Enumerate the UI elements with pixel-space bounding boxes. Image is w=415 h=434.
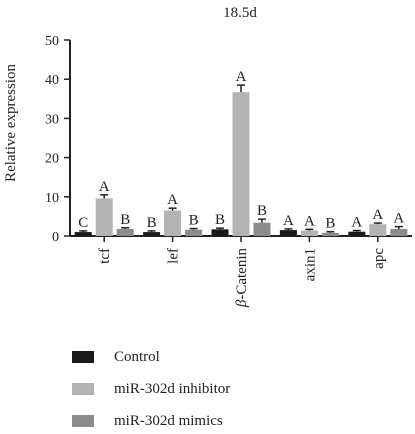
- legend-label-control: Control: [114, 349, 160, 365]
- bar: [348, 231, 366, 236]
- significance-label: B: [189, 213, 199, 229]
- bar: [369, 224, 387, 236]
- bar: [164, 210, 182, 236]
- chart-title: 18.5d: [223, 5, 257, 21]
- bar: [321, 232, 339, 236]
- significance-label: B: [147, 215, 157, 231]
- y-tick-label: 40: [45, 73, 59, 88]
- bar: [390, 228, 408, 236]
- bar-chart: 18.5d Relative expression 01020304050CAB…: [3, 5, 412, 308]
- x-tick-label: tcf: [97, 248, 113, 264]
- bar: [74, 232, 92, 236]
- bar: [232, 92, 250, 236]
- y-tick-label: 30: [45, 112, 59, 127]
- significance-label: A: [283, 213, 294, 229]
- significance-label: C: [78, 215, 88, 231]
- y-tick-label: 20: [45, 152, 59, 167]
- legend-label-inhibitor: miR-302d inhibitor: [114, 381, 231, 397]
- bar: [300, 230, 318, 236]
- significance-label: A: [167, 192, 178, 208]
- bar: [279, 230, 297, 236]
- significance-label: A: [236, 69, 247, 85]
- significance-label: A: [393, 211, 404, 227]
- significance-label: A: [304, 213, 315, 229]
- significance-label: B: [215, 212, 225, 228]
- x-tick-label: apc: [371, 248, 387, 269]
- legend-swatch-mimics: [72, 415, 94, 427]
- bar: [95, 198, 113, 236]
- legend-swatch-inhibitor: [72, 383, 94, 395]
- x-tick-label: axin1: [302, 248, 318, 281]
- x-tick-label: lef: [166, 248, 182, 264]
- significance-label: A: [351, 215, 362, 231]
- y-tick-label: 10: [45, 191, 59, 206]
- significance-label: B: [325, 216, 335, 232]
- significance-label: A: [372, 207, 383, 223]
- x-tick-label: β-Catenin: [234, 248, 250, 309]
- significance-label: A: [99, 179, 110, 195]
- significance-label: B: [120, 212, 130, 228]
- y-tick-label: 0: [52, 230, 59, 245]
- legend-swatch-control: [72, 351, 94, 363]
- legend-label-mimics: miR-302d mimics: [114, 413, 223, 429]
- bar: [253, 222, 271, 236]
- y-tick-label: 50: [45, 34, 59, 49]
- significance-label: B: [257, 203, 267, 219]
- bar: [143, 232, 161, 236]
- y-axis-label: Relative expression: [3, 64, 19, 182]
- bar: [116, 228, 134, 236]
- bar: [211, 229, 229, 236]
- bar: [185, 229, 203, 236]
